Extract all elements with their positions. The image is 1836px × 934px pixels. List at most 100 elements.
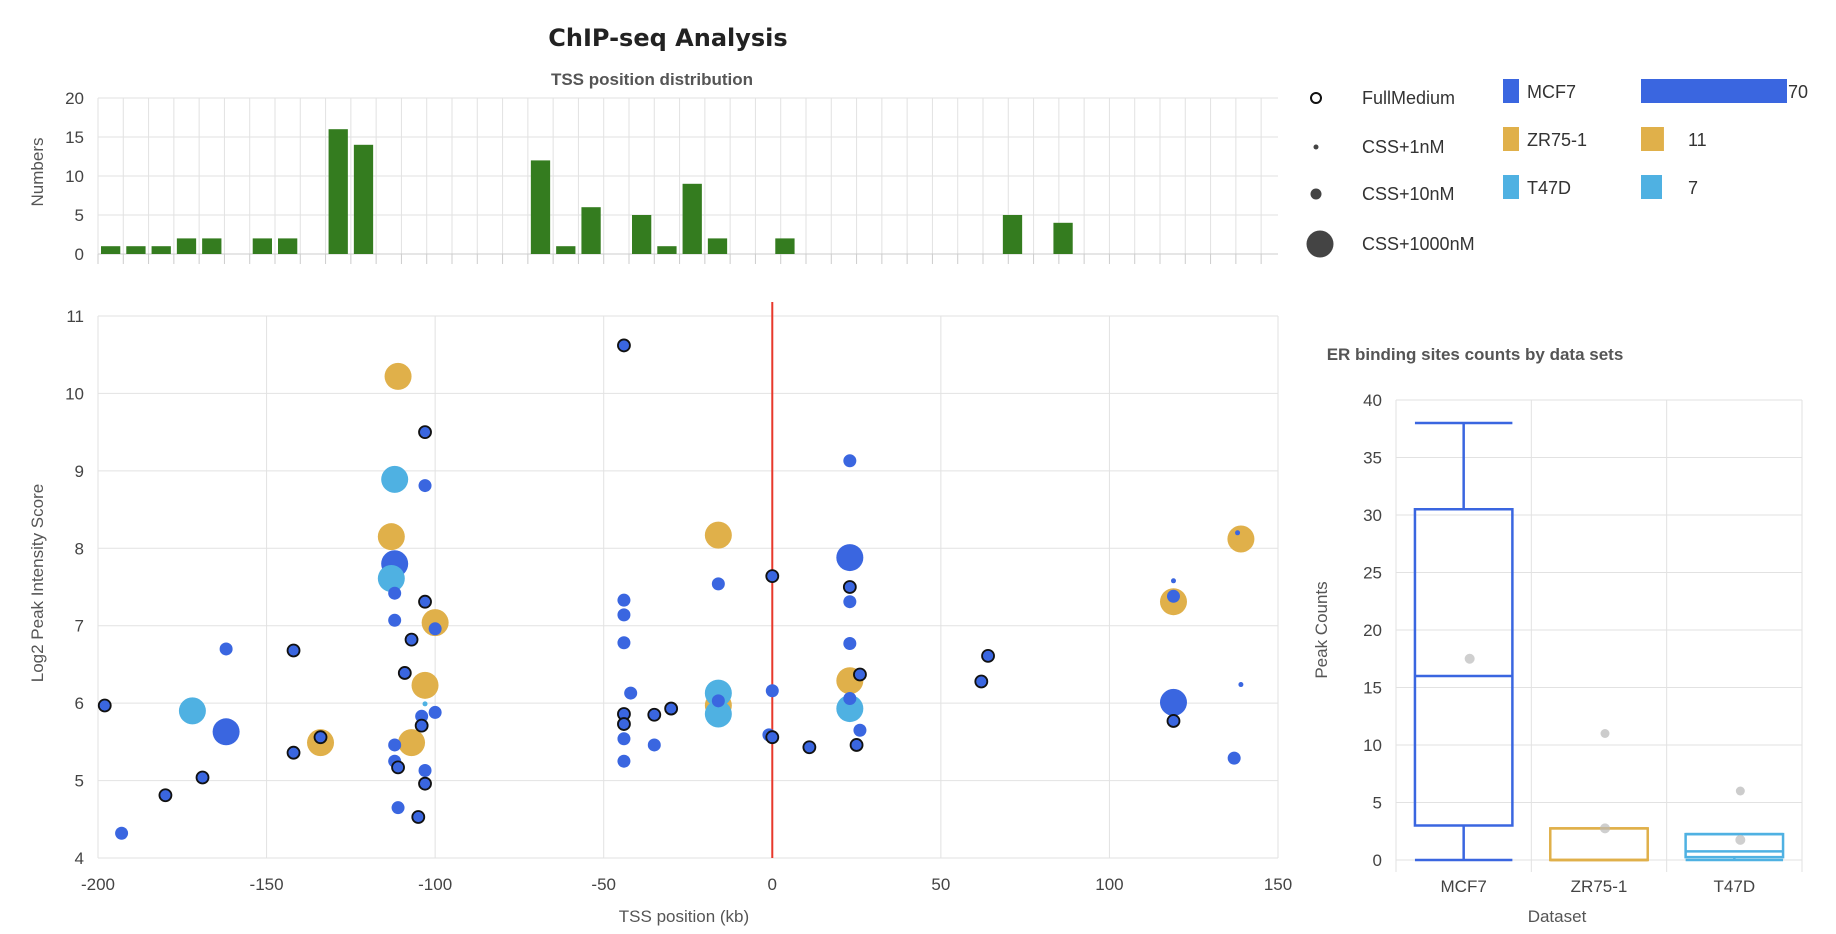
scatter-point-mcf7[interactable] [115, 826, 129, 840]
scatter-point-mcf7[interactable] [617, 754, 631, 768]
histogram-bar[interactable] [1002, 215, 1023, 254]
box-outlier[interactable] [1600, 729, 1610, 738]
histogram-bar[interactable] [278, 238, 298, 254]
scatter-point-t47d[interactable] [836, 695, 864, 723]
box-mcf7[interactable] [1413, 508, 1514, 827]
histogram-bar[interactable] [775, 238, 795, 254]
legend-zr751-label[interactable]: ZR75-1 [1527, 130, 1587, 150]
scatter-point-mcf7[interactable] [853, 667, 867, 682]
scatter-point-mcf7[interactable] [1238, 682, 1244, 688]
histogram-bar[interactable] [530, 160, 551, 254]
scatter-point-mcf7[interactable] [617, 338, 631, 353]
scatter-point-mcf7[interactable] [1159, 688, 1187, 716]
histogram-bar[interactable] [151, 246, 171, 254]
histogram-bar[interactable] [1053, 222, 1073, 254]
scatter-point-mcf7[interactable] [836, 544, 864, 572]
histogram-bar[interactable] [353, 144, 374, 254]
box-t47d[interactable] [1684, 832, 1785, 859]
histogram-bar[interactable] [126, 246, 146, 254]
legend-css10nm-label[interactable]: CSS+10nM [1362, 184, 1455, 204]
scatter-point-mcf7[interactable] [428, 705, 442, 719]
scatter-point-mcf7[interactable] [1166, 589, 1180, 603]
histogram-bar[interactable] [202, 238, 222, 254]
scatter-point-mcf7[interactable] [842, 580, 857, 594]
histogram-bar[interactable] [176, 238, 197, 254]
scatter-point-mcf7[interactable] [843, 454, 857, 468]
scatter-point-mcf7[interactable] [397, 666, 412, 680]
scatter-point-mcf7[interactable] [212, 718, 240, 746]
scatter-point-mcf7[interactable] [711, 694, 725, 708]
scatter-point-mcf7[interactable] [765, 569, 780, 584]
scatter-point-mcf7[interactable] [414, 718, 429, 733]
scatter-point-mcf7[interactable] [418, 594, 432, 609]
scatter-point-mcf7[interactable] [97, 698, 112, 713]
legend-css1000nm-label[interactable]: CSS+1000nM [1362, 234, 1475, 254]
scatter-point-mcf7[interactable] [853, 723, 867, 737]
scatter-point-t47d[interactable] [178, 697, 206, 725]
histogram-bar[interactable] [632, 215, 652, 254]
scatter-point-zr751[interactable] [411, 671, 439, 699]
scatter-point-t47d[interactable] [704, 700, 732, 728]
histogram-bar[interactable] [252, 238, 272, 254]
scatter-point-mcf7[interactable] [843, 637, 857, 651]
scatter-point-mcf7[interactable] [647, 738, 661, 752]
histogram-bar[interactable] [328, 129, 348, 254]
scatter-point-mcf7[interactable] [219, 642, 233, 656]
scatter-point-t47d[interactable] [422, 701, 428, 707]
legend-t47d-label[interactable]: T47D [1527, 178, 1571, 198]
scatter-point-mcf7[interactable] [664, 701, 679, 716]
scatter-point-zr751[interactable] [398, 729, 426, 757]
scatter-point-mcf7[interactable] [1166, 714, 1181, 728]
scatter-point-zr751[interactable] [377, 523, 405, 551]
scatter-point-mcf7[interactable] [1227, 751, 1241, 765]
scatter-point-mcf7[interactable] [418, 425, 432, 440]
histogram-bar[interactable] [556, 246, 576, 254]
scatter-point-mcf7[interactable] [765, 730, 780, 745]
scatter-point-mcf7[interactable] [974, 674, 989, 689]
scatter-point-mcf7[interactable] [388, 738, 402, 752]
scatter-point-mcf7[interactable] [981, 649, 995, 663]
scatter-point-t47d[interactable] [377, 564, 405, 592]
scatter-point-zr751[interactable] [704, 521, 732, 549]
scatter-point-mcf7[interactable] [313, 730, 328, 745]
scatter-point-mcf7[interactable] [617, 593, 631, 607]
legend-css1nm-label[interactable]: CSS+1nM [1362, 137, 1445, 157]
scatter-point-mcf7[interactable] [286, 745, 301, 760]
histogram-bar[interactable] [707, 238, 728, 254]
scatter-point-mcf7[interactable] [1170, 578, 1176, 584]
scatter-point-t47d[interactable] [704, 679, 732, 707]
histogram-bar[interactable] [657, 246, 677, 254]
scatter-point-t47d[interactable] [381, 465, 409, 493]
count-bar-t47d[interactable] [1641, 175, 1662, 199]
scatter-point-mcf7[interactable] [391, 801, 405, 815]
scatter-point-mcf7[interactable] [195, 770, 210, 785]
scatter-point-mcf7[interactable] [711, 577, 725, 591]
scatter-point-mcf7[interactable] [624, 686, 638, 700]
scatter-point-mcf7[interactable] [1235, 530, 1241, 536]
scatter-point-mcf7[interactable] [158, 788, 173, 803]
scatter-point-mcf7[interactable] [391, 760, 405, 775]
scatter-point-mcf7[interactable] [418, 479, 432, 493]
scatter-point-mcf7[interactable] [617, 717, 631, 731]
box-outlier[interactable] [1735, 786, 1745, 796]
scatter-point-mcf7[interactable] [404, 632, 419, 647]
box-zr751[interactable] [1549, 827, 1649, 862]
scatter-point-zr751[interactable] [1227, 525, 1255, 553]
scatter-point-zr751[interactable] [384, 362, 412, 390]
scatter-point-mcf7[interactable] [647, 707, 662, 722]
scatter-point-mcf7[interactable] [617, 732, 631, 746]
scatter-point-mcf7[interactable] [428, 622, 442, 636]
scatter-point-mcf7[interactable] [388, 586, 402, 600]
scatter-point-mcf7[interactable] [849, 738, 864, 752]
scatter-point-mcf7[interactable] [802, 740, 817, 755]
scatter-point-mcf7[interactable] [418, 764, 432, 778]
count-bar-mcf7[interactable] [1641, 79, 1787, 103]
histogram-bar[interactable] [581, 207, 601, 254]
legend-fullmedium-label[interactable]: FullMedium [1362, 88, 1455, 108]
scatter-point-mcf7[interactable] [418, 776, 432, 791]
scatter-point-mcf7[interactable] [843, 691, 857, 705]
scatter-point-mcf7[interactable] [843, 595, 857, 609]
scatter-point-mcf7[interactable] [388, 613, 402, 627]
scatter-point-mcf7[interactable] [617, 608, 631, 622]
histogram-bar[interactable] [682, 183, 702, 254]
